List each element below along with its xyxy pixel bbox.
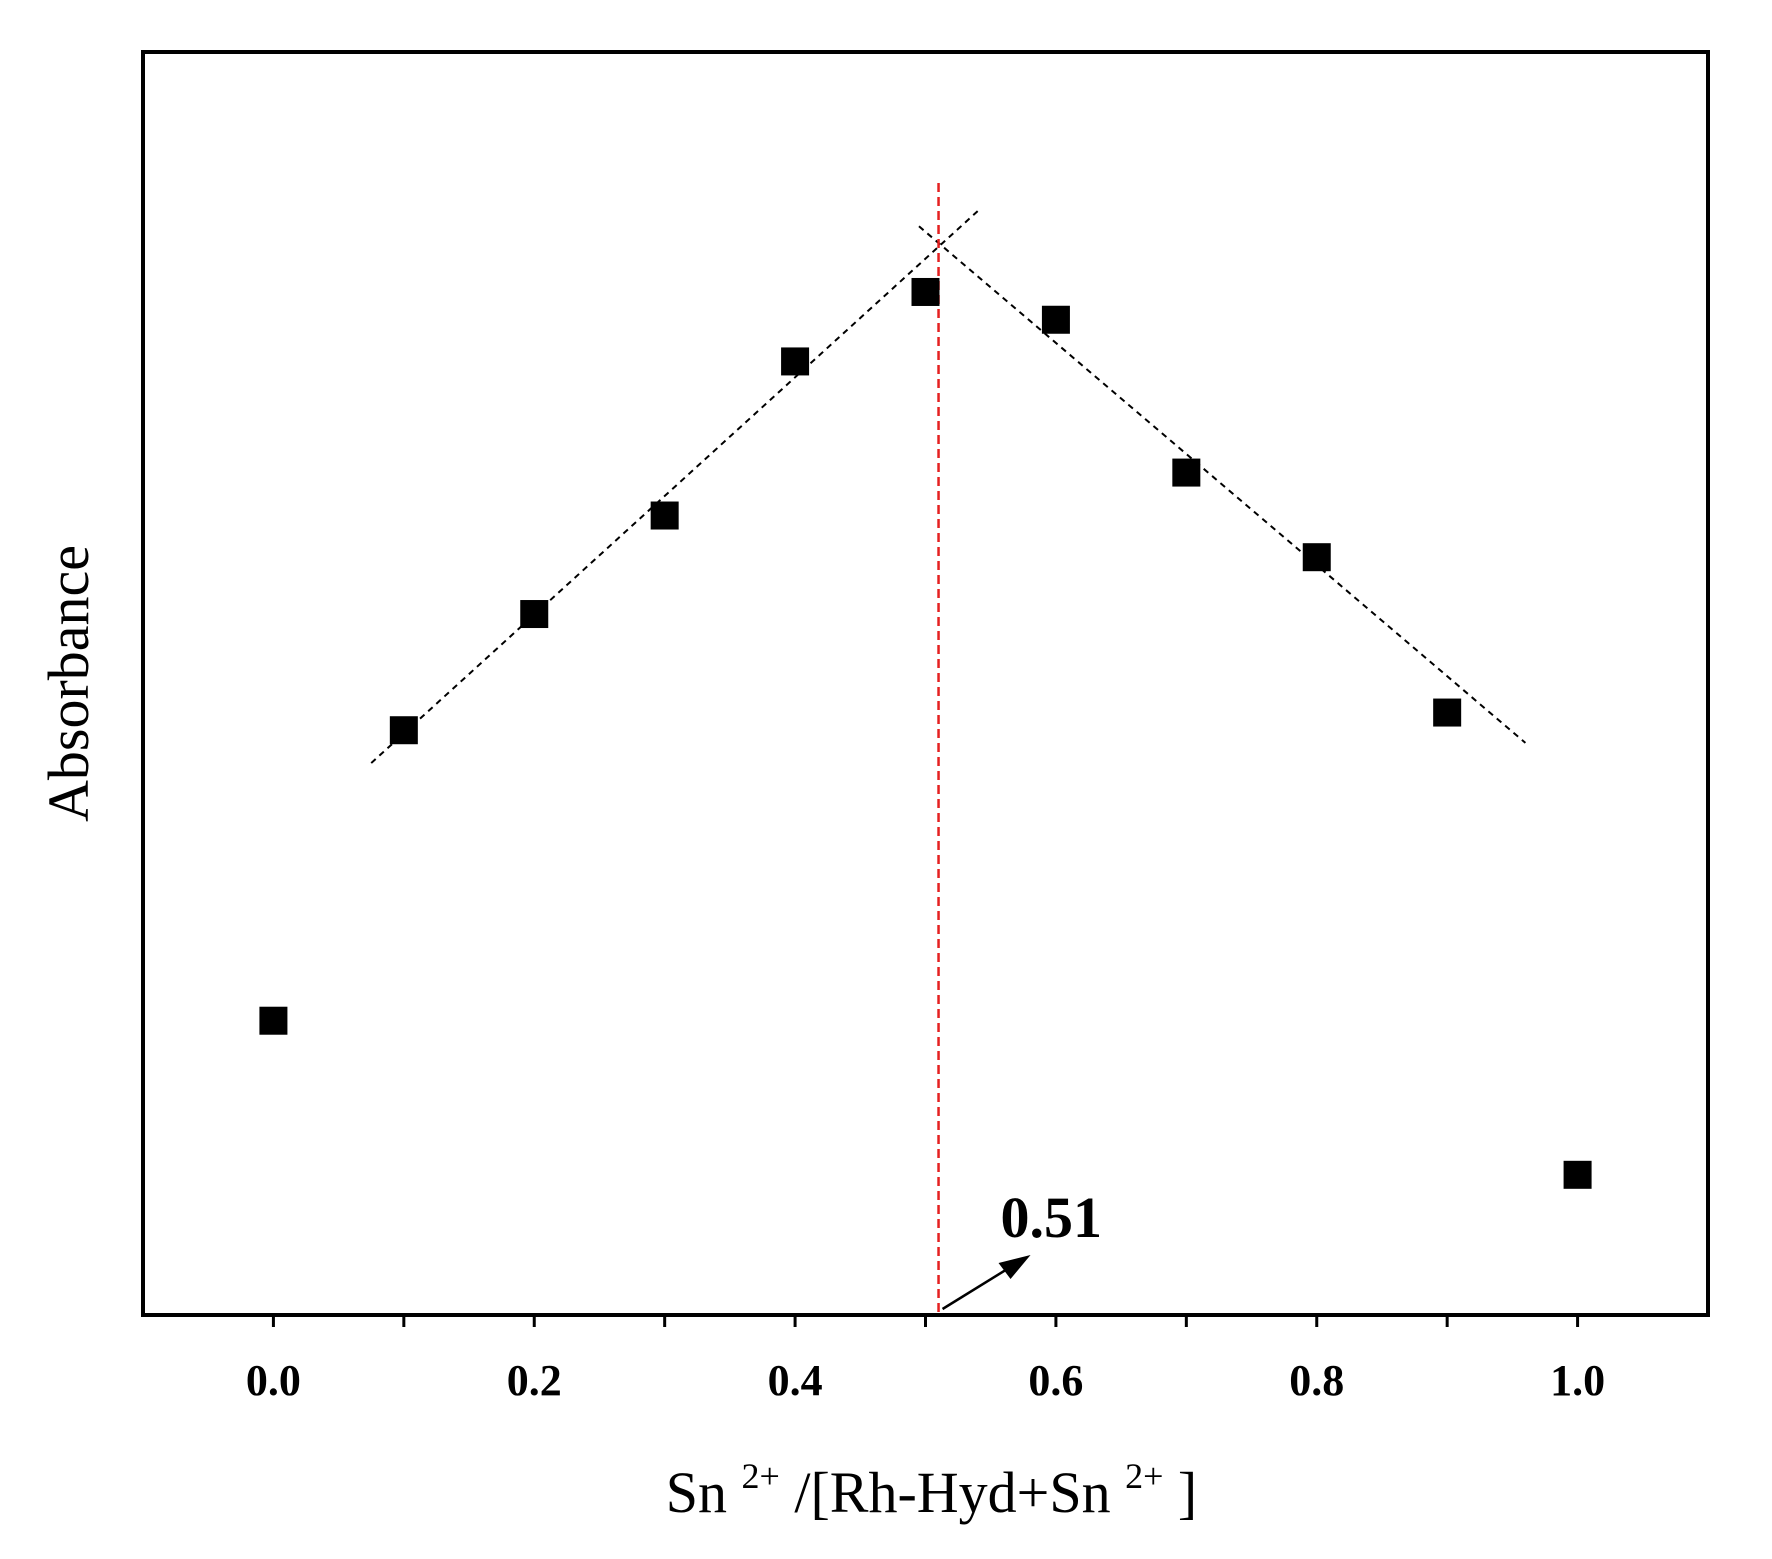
x-axis-title-end: ] [1178,1460,1197,1525]
data-point [520,600,549,629]
data-point [259,1006,288,1035]
fit-lines [370,210,1527,764]
data-point [1433,698,1462,727]
intersection-label: 0.51 [1001,1185,1103,1250]
fit-line [918,225,1527,744]
x-tick-label: 0.2 [507,1356,562,1405]
x-axis-title-middle: /[Rh-Hyd+Sn [794,1460,1110,1525]
annotation-arrow-head [998,1255,1031,1279]
x-axis-title-base: Sn [666,1460,727,1525]
data-point [911,277,940,306]
y-axis-title: Absorbance [36,545,101,822]
data-point [1041,305,1070,334]
data-points [259,277,1592,1189]
x-tick-label: 0.6 [1028,1356,1083,1405]
x-tick-label: 1.0 [1550,1356,1605,1405]
data-point [1172,458,1201,487]
x-tick-label: 0.0 [246,1356,301,1405]
x-tick-label: 0.4 [768,1356,823,1405]
data-point [1302,543,1331,572]
x-axis-title-sup: 2+ [742,1456,780,1496]
x-axis-ticks [271,1315,1580,1327]
fit-line [370,210,979,764]
x-axis-title-sup2: 2+ [1125,1456,1163,1496]
intersection-layer: 0.51 [937,183,1103,1315]
data-point [781,347,810,376]
x-axis-tick-labels: 0.0 0.2 0.4 0.6 0.8 1.0 [246,1356,1605,1405]
x-axis-title: Sn 2+ /[Rh-Hyd+Sn 2+ ] [666,1436,1198,1525]
data-point [1563,1160,1592,1189]
data-point [650,501,679,530]
x-tick-label: 0.8 [1289,1356,1344,1405]
annotation-arrow-shaft [941,1265,1012,1311]
data-point [389,716,418,745]
